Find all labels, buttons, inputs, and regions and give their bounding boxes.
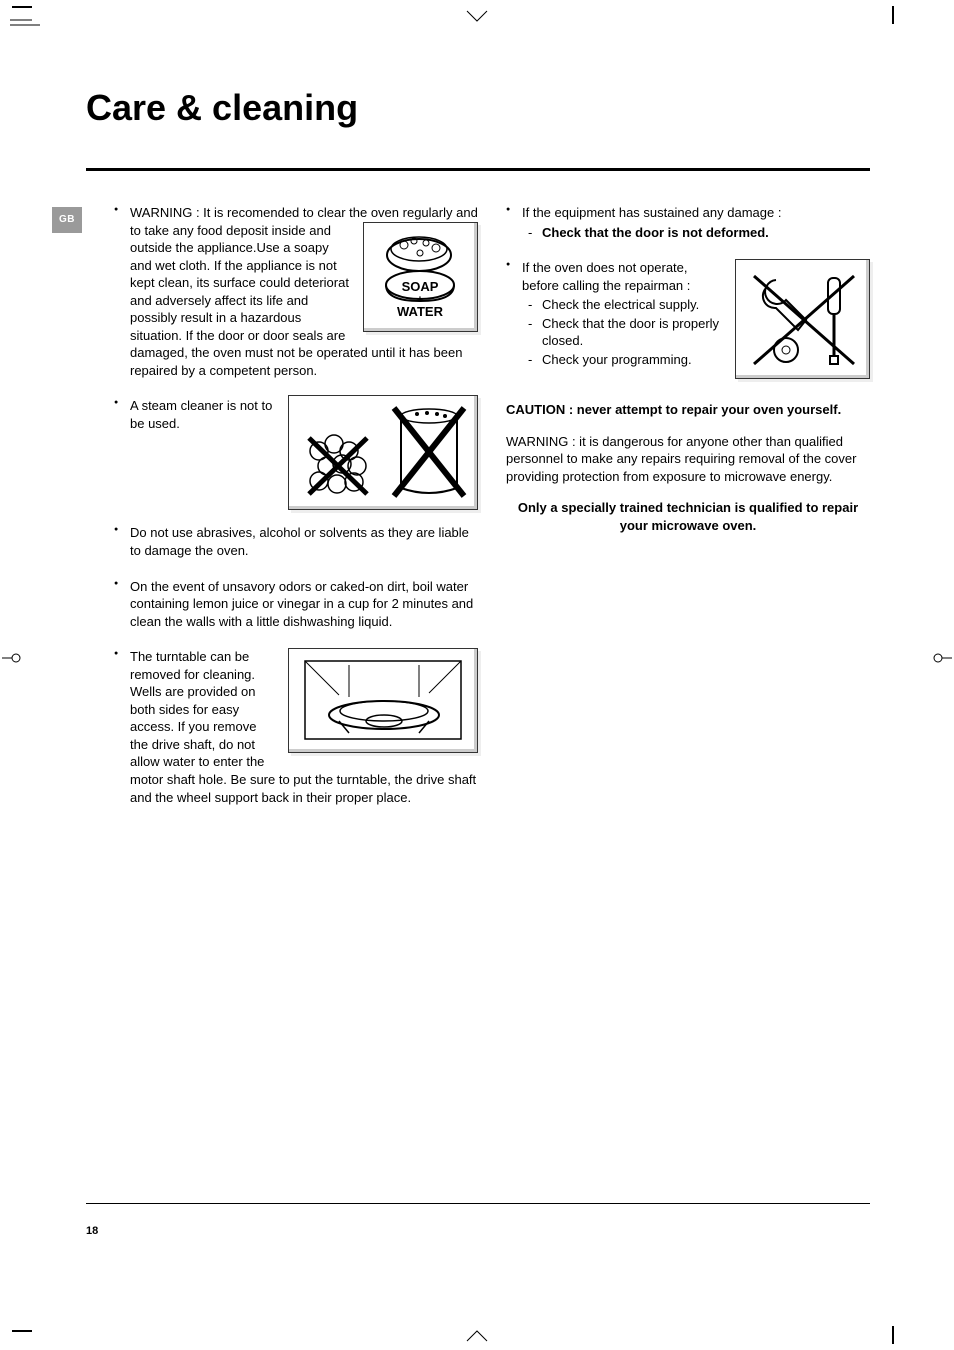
right-bullets: If the equipment has sustained any damag…: [506, 204, 870, 383]
op-sub1: Check the electrical supply.: [528, 296, 870, 314]
warning-para: WARNING : it is dangerous for anyone oth…: [506, 433, 870, 486]
bullet-warning: WARNING : It is recomended to clear the …: [114, 204, 478, 379]
b3-text: Do not use abrasives, alcohol or solvent…: [130, 525, 469, 558]
right-column: If the equipment has sustained any damag…: [506, 204, 870, 824]
page: Care & cleaning GB WARNING : It is recom…: [0, 0, 954, 1350]
crop-left-center: [2, 648, 22, 668]
caution-para: CAUTION : never attempt to repair your o…: [506, 401, 870, 419]
left-bullets: WARNING : It is recomended to clear the …: [114, 204, 478, 806]
bullet-turntable: The turntable can be removed for cleanin…: [114, 648, 478, 806]
soap-water-illustration: SOAP + WATER: [363, 222, 478, 332]
crop-top-left: [10, 10, 40, 40]
r-b1-text: If the equipment has sustained any damag…: [522, 205, 781, 220]
language-badge: GB: [52, 207, 82, 233]
bullet-steam: A steam cleaner is not to be used.: [114, 397, 478, 514]
thin-rule: [86, 1203, 870, 1204]
turntable-illustration: [288, 648, 478, 753]
op-sub2: Check that the door is properly closed.: [528, 315, 870, 350]
bullet-abrasive: Do not use abrasives, alcohol or solvent…: [114, 524, 478, 559]
svg-text:WATER: WATER: [397, 304, 444, 319]
soap-text-1: SOAP: [402, 279, 439, 294]
r-b2-lead: If the oven does not operate, before cal…: [522, 260, 690, 293]
crop-right-center: [932, 648, 952, 668]
damage-sub1: Check that the door is not deformed.: [528, 224, 870, 242]
b1-lead: WARNING : It is recomended to clear the …: [130, 205, 403, 220]
damage-sublist: Check that the door is not deformed.: [528, 224, 870, 242]
abrasive-icon: [289, 396, 477, 508]
soap-icon: SOAP + WATER: [364, 223, 477, 331]
abrasive-illustration: [288, 395, 478, 510]
turntable-icon: [289, 649, 477, 751]
operate-sublist: Check the electrical supply. Check that …: [528, 296, 870, 368]
final-bold: Only a specially trained technician is q…: [506, 499, 870, 534]
crop-bottom-center: [462, 1326, 492, 1346]
op-sub3: Check your programming.: [528, 351, 870, 369]
heavy-rule: [86, 168, 870, 171]
caution-bold: CAUTION : never attempt to repair your o…: [506, 402, 841, 417]
crop-bl-h: [12, 1330, 32, 1332]
bullet-not-operate: If the oven does not operate, before cal…: [506, 259, 870, 383]
content-columns: WARNING : It is recomended to clear the …: [114, 204, 870, 824]
crop-top-center: [462, 6, 492, 26]
bullet-damage: If the equipment has sustained any damag…: [506, 204, 870, 241]
page-number: 18: [86, 1224, 98, 1239]
b4-text: On the event of unsavory odors or caked-…: [130, 579, 473, 629]
b2-text: A steam cleaner is not to be used.: [130, 398, 272, 431]
damage-sub1-bold: Check that the door is not deformed.: [542, 225, 769, 240]
bullet-odors: On the event of unsavory odors or caked-…: [114, 578, 478, 631]
crop-tr-v: [892, 6, 894, 24]
page-title: Care & cleaning: [86, 84, 358, 133]
left-column: WARNING : It is recomended to clear the …: [114, 204, 478, 824]
crop-tl-h: [12, 6, 32, 8]
crop-br-v: [892, 1326, 894, 1344]
